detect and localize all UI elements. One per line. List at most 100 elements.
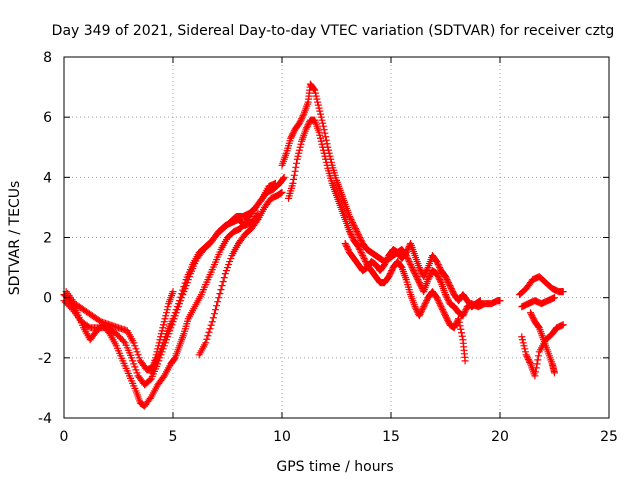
data-point-track-c [172,306,180,314]
data-point-track-c [171,309,179,317]
data-point-track-g [436,264,444,272]
data-point-track-c [133,348,141,356]
data-point-track-f [452,321,460,329]
data-point-track-f [322,158,330,166]
data-point-track-g [342,241,350,249]
data-point-track-f [444,318,452,326]
data-point-track-b [120,337,128,345]
data-point-track-c [176,297,184,305]
data-point-track-f [412,304,420,312]
data-point-track-f [292,163,300,171]
data-point-track-e [413,274,421,282]
data-point-track-h [551,369,558,377]
data-point-track-f [356,246,364,254]
data-point-track-h [524,355,532,363]
data-point-track-d [202,339,210,347]
data-point-track-e [287,134,295,142]
data-point-track-e [424,276,432,284]
data-point-track-h [559,288,567,296]
data-point-track-c [169,315,177,323]
data-point-track-f [442,312,449,320]
data-point-track-f [415,312,423,320]
data-point-track-e [425,274,433,282]
data-point-track-d [224,264,231,272]
data-point-track-f [417,309,425,317]
data-point-track-e [349,220,357,228]
data-point-track-h [532,364,540,372]
data-point-track-f [388,267,396,275]
data-point-track-f [304,121,312,129]
data-point-track-e [319,122,327,130]
data-point-track-f [347,230,355,238]
data-point-track-d [219,278,227,286]
data-point-track-e [406,259,414,267]
data-point-track-d [163,306,171,314]
data-point-track-e [410,267,418,275]
data-point-track-d [203,335,211,343]
data-point-track-f [291,167,299,175]
data-point-track-g [442,273,449,281]
data-point-track-f [441,310,449,318]
data-point-track-e [415,277,423,285]
data-point-track-g [343,243,351,251]
data-point-track-f [423,297,431,305]
data-point-track-f [387,268,395,276]
data-point-track-f [386,271,394,279]
data-point-track-a [170,355,178,363]
data-point-track-g [383,255,391,263]
data-point-track-e [287,133,295,141]
data-point-track-e [461,307,469,315]
data-point-track-e [346,212,354,220]
data-point-track-f [357,249,365,257]
data-point-track-e [408,264,416,272]
data-point-track-e [414,276,422,284]
data-point-track-d [278,188,286,196]
data-point-track-d [169,288,177,296]
data-point-track-c [180,283,188,291]
data-point-track-e [317,110,325,118]
x-tick-label: 10 [273,429,291,445]
data-point-track-a [146,394,154,402]
data-point-track-d [155,339,163,347]
data-point-track-g [341,240,349,248]
data-point-track-g [344,246,352,254]
data-point-track-d [154,342,162,350]
data-point-track-f [421,300,429,308]
data-point-track-f [397,263,405,271]
data-point-track-f [440,309,448,317]
data-point-track-f [420,301,428,309]
y-tick-label: 2 [43,231,52,247]
data-point-track-h [522,351,530,359]
data-point-track-b [133,369,141,377]
data-point-track-d [162,309,170,317]
data-point-track-d [204,332,212,340]
data-point-track-g [415,264,423,272]
data-point-track-g [380,261,388,269]
data-point-track-h [524,354,532,362]
data-point-track-f [317,134,325,142]
data-point-track-b [129,357,137,365]
data-point-track-d [160,318,168,326]
data-point-track-e [319,119,327,127]
data-point-track-f [433,294,441,302]
data-point-track-f [322,155,330,163]
axis-ticks: 0 5 10 15 20 25 -4 -2 0 2 4 6 8 [38,50,618,445]
data-point-track-d [153,348,161,356]
data-point-track-e [444,295,452,303]
data-point-track-e [357,237,365,245]
data-point-track-e [317,113,325,121]
data-point-track-f [420,303,428,311]
data-point-track-e [462,306,470,314]
data-point-track-g [444,279,452,287]
data-point-track-g [421,270,429,278]
data-point-track-e [404,256,412,264]
data-point-track-e [321,129,329,137]
data-point-track-e [434,271,442,279]
data-point-track-h [521,348,529,356]
data-point-track-c [132,345,140,353]
data-point-track-b [128,354,136,362]
data-point-track-f [359,253,367,261]
data-point-track-d [159,324,167,332]
data-point-track-f [290,175,298,183]
